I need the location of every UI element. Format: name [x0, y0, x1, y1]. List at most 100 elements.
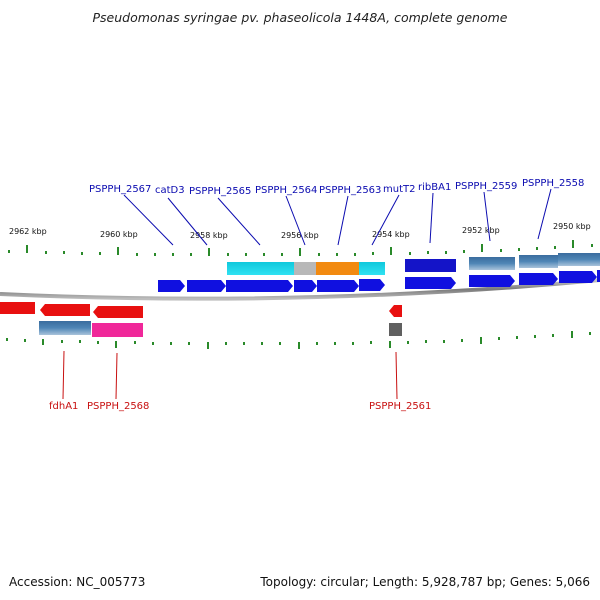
scale-ticks-bottom — [6, 331, 591, 349]
reverse-gene-arrow[interactable] — [0, 302, 35, 314]
forward-gene-arrow[interactable] — [158, 280, 185, 292]
scale-tick — [571, 331, 573, 338]
forward-gene-arrow[interactable] — [519, 273, 558, 285]
leader-line — [217, 197, 261, 246]
gene-label-forward[interactable]: PSPPH_2558 — [522, 178, 584, 189]
genome-summary-text: Topology: circular; Length: 5,928,787 bp… — [260, 575, 590, 589]
scale-tick — [225, 342, 227, 345]
forward-gene-arrow[interactable] — [469, 275, 515, 287]
scale-tick — [134, 341, 136, 344]
scale-tick — [318, 253, 320, 256]
scale-tick — [298, 342, 300, 349]
gene-label-forward[interactable]: mutT2 — [383, 184, 415, 195]
gene-label-forward[interactable]: ribBA1 — [418, 182, 451, 193]
feature-block-steelblue[interactable] — [519, 255, 558, 268]
accession-text: Accession: NC_005773 — [9, 575, 146, 589]
scale-label: 2950 kbp — [553, 222, 591, 231]
scale-tick — [316, 342, 318, 345]
scale-tick — [534, 335, 536, 338]
scale-tick — [243, 342, 245, 345]
scale-tick — [372, 252, 374, 255]
gene-label-forward[interactable]: PSPPH_2564 — [255, 185, 317, 196]
scale-tick — [117, 247, 119, 255]
forward-gene-arrow[interactable] — [405, 277, 456, 289]
forward-gene-arrow[interactable] — [359, 279, 385, 291]
feature-block-cyan[interactable] — [359, 262, 385, 275]
scale-tick — [8, 250, 10, 253]
scale-label: 2954 kbp — [372, 230, 410, 239]
leader-line — [337, 195, 349, 246]
gene-label-reverse[interactable]: fdhA1 — [49, 401, 78, 412]
scale-tick — [261, 342, 263, 345]
scale-tick — [81, 252, 83, 255]
forward-gene-arrow[interactable] — [317, 280, 359, 292]
leader-line — [395, 351, 398, 400]
scale-tick — [480, 337, 482, 344]
reverse-gene-arrow[interactable] — [389, 305, 402, 317]
label-leader-lines-reverse — [62, 350, 398, 400]
scale-tick — [299, 248, 301, 256]
feature-block-steelblue[interactable] — [469, 257, 515, 270]
scale-tick — [42, 339, 44, 345]
leader-line — [429, 192, 434, 244]
scale-tick — [516, 336, 518, 339]
reverse-gene-arrow[interactable] — [93, 306, 143, 318]
scale-tick — [207, 342, 209, 349]
scale-tick — [536, 247, 538, 250]
forward-gene-arrow[interactable] — [187, 280, 226, 292]
leader-line — [537, 188, 552, 240]
gene-label-reverse[interactable]: PSPPH_2561 — [369, 401, 431, 412]
feature-block-cyan[interactable] — [227, 262, 294, 275]
feature-block-steelblue[interactable] — [558, 253, 600, 266]
scale-tick — [6, 338, 8, 341]
scale-tick — [554, 246, 556, 249]
scale-tick — [370, 341, 372, 344]
forward-gene-arrow[interactable] — [226, 280, 293, 292]
scale-tick — [589, 332, 591, 335]
forward-gene-labels: PSPPH_2567 catD3 PSPPH_2565 PSPPH_2564 P… — [89, 178, 584, 197]
lower-feature-track — [39, 321, 402, 337]
feature-block-steelblue[interactable] — [39, 321, 91, 335]
gene-label-forward[interactable]: PSPPH_2563 — [319, 185, 381, 196]
gene-label-forward[interactable]: PSPPH_2565 — [189, 186, 251, 197]
gene-label-forward[interactable]: PSPPH_2559 — [455, 181, 517, 192]
leader-line — [371, 194, 400, 246]
scale-tick — [97, 341, 99, 344]
scale-tick — [481, 244, 483, 252]
scale-tick — [63, 251, 65, 254]
scale-tick — [245, 253, 247, 256]
scale-label: 2952 kbp — [462, 226, 500, 235]
gene-label-reverse[interactable]: PSPPH_2568 — [87, 401, 149, 412]
gene-label-forward[interactable]: catD3 — [155, 185, 185, 196]
scale-tick — [461, 339, 463, 342]
label-leader-lines-forward — [123, 188, 552, 246]
scale-tick — [591, 244, 593, 247]
scale-labels: 2962 kbp 2960 kbp 2958 kbp 2956 kbp 2954… — [9, 222, 591, 240]
upper-feature-track — [227, 253, 600, 275]
leader-line — [285, 195, 306, 246]
reverse-gene-arrow[interactable] — [40, 304, 90, 316]
scale-tick — [352, 342, 354, 345]
feature-block-darkgray[interactable] — [389, 323, 402, 336]
feature-block-orange[interactable] — [316, 262, 359, 275]
scale-tick — [552, 334, 554, 337]
scale-tick — [500, 249, 502, 252]
leader-line — [123, 194, 174, 246]
scale-tick — [172, 253, 174, 256]
scale-tick — [572, 240, 574, 248]
scale-tick — [407, 341, 409, 344]
forward-gene-arrow[interactable] — [597, 270, 600, 282]
scale-tick — [190, 253, 192, 256]
leader-line — [483, 191, 491, 242]
feature-block-pink[interactable] — [92, 323, 143, 337]
forward-gene-arrow[interactable] — [559, 271, 597, 283]
forward-gene-arrow[interactable] — [294, 280, 317, 292]
scale-label: 2960 kbp — [100, 230, 138, 239]
gene-label-forward[interactable]: PSPPH_2567 — [89, 184, 151, 195]
scale-tick — [498, 337, 500, 340]
feature-block-darkblue[interactable] — [405, 259, 456, 272]
feature-block-gray[interactable] — [294, 262, 316, 275]
scale-tick — [518, 248, 520, 251]
genome-title: Pseudomonas syringae pv. phaseolicola 14… — [92, 10, 508, 25]
